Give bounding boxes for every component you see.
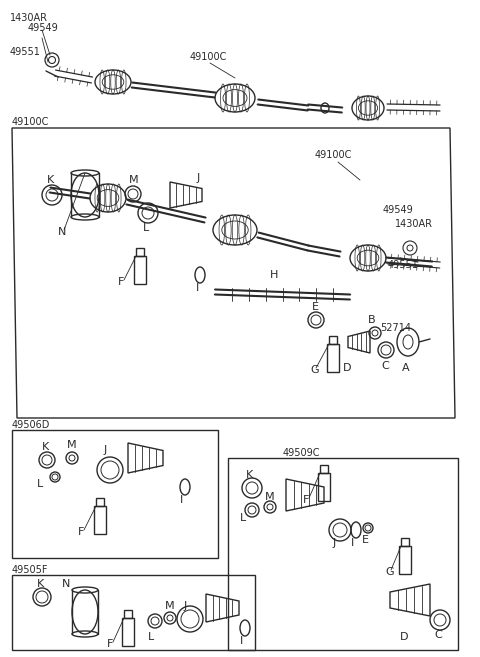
Text: F: F [107,639,113,649]
Text: H: H [270,270,278,280]
Text: 1430AR: 1430AR [10,13,48,23]
Text: I: I [180,495,183,505]
Text: A: A [402,363,409,373]
Text: I: I [351,538,354,548]
Text: 49506D: 49506D [12,420,50,430]
Bar [329,336,337,344]
Text: M: M [67,440,77,450]
Bar [401,538,409,546]
Text: M: M [165,601,175,611]
Bar [94,506,106,534]
Text: J: J [333,538,336,548]
Text: K: K [37,579,44,589]
Text: F: F [118,277,124,287]
Text: 49551: 49551 [10,47,41,57]
Text: 1430AR: 1430AR [395,219,433,229]
Bar [318,473,330,501]
Text: L: L [240,513,246,523]
Bar [327,344,339,372]
Text: 49509C: 49509C [283,448,321,458]
Text: M: M [129,175,139,185]
Text: 49551: 49551 [388,260,419,270]
Bar [399,546,411,574]
Bar [96,498,104,506]
Text: 49505F: 49505F [12,565,48,575]
Text: 49100C: 49100C [12,117,49,127]
Text: J: J [104,445,107,455]
Text: L: L [148,632,154,642]
Text: C: C [381,361,389,371]
Text: F: F [78,527,84,537]
Text: I: I [240,636,243,646]
Text: G: G [310,365,319,375]
Text: G: G [385,567,394,577]
Text: 49549: 49549 [28,23,59,33]
Text: 49549: 49549 [383,205,414,215]
Text: B: B [368,315,376,325]
Text: 52714: 52714 [380,323,411,333]
Bar [124,610,132,618]
Text: M: M [265,492,275,502]
Text: N: N [58,227,66,237]
Text: L: L [143,223,149,233]
Bar [122,618,134,646]
Text: K: K [42,442,49,452]
Text: D: D [400,632,408,642]
Text: C: C [434,630,442,640]
Text: 49100C: 49100C [315,150,352,160]
Text: E: E [362,535,369,545]
Bar [320,465,328,473]
Text: 49100C: 49100C [190,52,228,62]
Text: I: I [196,283,199,293]
Text: J: J [197,173,200,183]
Text: J: J [184,601,187,611]
Text: F: F [303,495,310,505]
Text: L: L [37,479,43,489]
Text: K: K [47,175,54,185]
Text: K: K [246,470,253,480]
Text: E: E [312,302,319,312]
Text: D: D [343,363,351,373]
Bar [134,256,146,284]
Bar [136,248,144,256]
Text: N: N [62,579,71,589]
